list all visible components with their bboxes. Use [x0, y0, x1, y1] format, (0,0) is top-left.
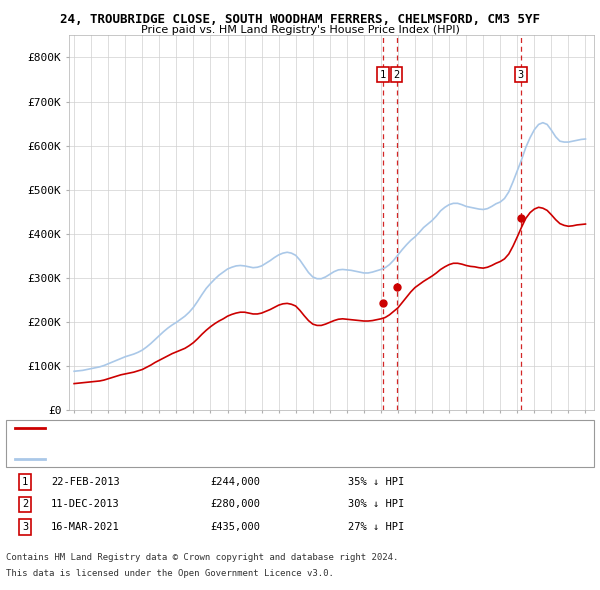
Text: 16-MAR-2021: 16-MAR-2021: [51, 522, 120, 532]
Text: 3: 3: [518, 70, 524, 80]
Text: HPI: Average price, detached house, Chelmsford: HPI: Average price, detached house, Chel…: [49, 454, 319, 464]
Text: Contains HM Land Registry data © Crown copyright and database right 2024.: Contains HM Land Registry data © Crown c…: [6, 553, 398, 562]
Text: 1: 1: [380, 70, 386, 80]
Text: 22-FEB-2013: 22-FEB-2013: [51, 477, 120, 487]
Text: 3: 3: [22, 522, 28, 532]
Text: This data is licensed under the Open Government Licence v3.0.: This data is licensed under the Open Gov…: [6, 569, 334, 578]
Text: 24, TROUBRIDGE CLOSE, SOUTH WOODHAM FERRERS, CHELMSFORD, CM3 5YF (detache: 24, TROUBRIDGE CLOSE, SOUTH WOODHAM FERR…: [49, 424, 478, 433]
Text: 24, TROUBRIDGE CLOSE, SOUTH WOODHAM FERRERS, CHELMSFORD, CM3 5YF: 24, TROUBRIDGE CLOSE, SOUTH WOODHAM FERR…: [60, 13, 540, 26]
Text: 11-DEC-2013: 11-DEC-2013: [51, 500, 120, 509]
Text: 27% ↓ HPI: 27% ↓ HPI: [348, 522, 404, 532]
Text: 1: 1: [22, 477, 28, 487]
Text: £280,000: £280,000: [210, 500, 260, 509]
Text: 35% ↓ HPI: 35% ↓ HPI: [348, 477, 404, 487]
Text: Price paid vs. HM Land Registry's House Price Index (HPI): Price paid vs. HM Land Registry's House …: [140, 25, 460, 35]
Text: £244,000: £244,000: [210, 477, 260, 487]
Text: 2: 2: [394, 70, 400, 80]
Text: 30% ↓ HPI: 30% ↓ HPI: [348, 500, 404, 509]
Text: £435,000: £435,000: [210, 522, 260, 532]
Text: 2: 2: [22, 500, 28, 509]
